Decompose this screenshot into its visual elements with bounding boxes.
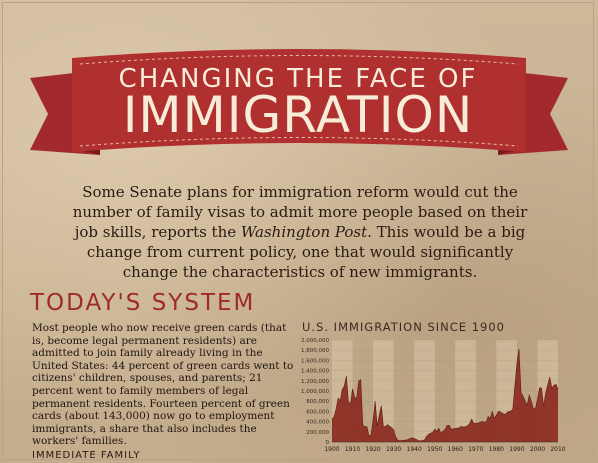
x-tick-label: 1960 [448,446,463,453]
y-tick-label: 1,600,000 [301,358,329,364]
intro-text-2: . This would be a big change from curren… [86,223,526,281]
y-tick-label: 1,200,000 [301,379,329,385]
series-area [332,348,558,442]
x-tick-label: 1910 [345,446,360,453]
immigration-chart: 2,000,000 1,800,000 1,600,000 1,400,000 1,20… [301,338,566,453]
subheading-immediate-family: IMMEDIATE FAMILY [32,450,141,461]
x-tick-label: 2010 [550,446,565,453]
page-frame [2,2,594,460]
y-tick-label: 0 [326,440,330,446]
section-body: Most people who now receive green cards … [32,322,294,448]
x-tick-label: 1970 [468,446,483,453]
x-tick-label: 1950 [427,446,442,453]
x-tick-label: 1900 [324,446,339,453]
x-tick-label: 1920 [365,446,380,453]
x-tick-label: 1930 [386,446,401,453]
chart-title: U.S. IMMIGRATION SINCE 1900 [302,320,505,334]
x-tick-label: 1980 [489,446,504,453]
y-tick-label: 1,000,000 [301,389,329,395]
y-tick-label: 2,000,000 [301,338,329,344]
y-tick-label: 1,400,000 [301,369,329,375]
intro-paragraph: Some Senate plans for immigration reform… [60,182,540,282]
title-line-2: IMMIGRATION [122,86,474,144]
y-tick-label: 200,000 [306,430,329,436]
y-tick-label: 400,000 [306,420,329,426]
section-heading: TODAY'S SYSTEM [30,290,256,316]
series-line [331,348,559,442]
y-tick-label: 1,800,000 [301,348,329,354]
intro-publication: Washington Post [240,223,368,241]
intro-text-1: Some Senate plans for immigration reform… [72,183,528,241]
title-line-1: CHANGING THE FACE OF [118,64,478,94]
x-tick-label: 1990 [509,446,524,453]
y-tick-label: 800,000 [306,399,329,405]
y-tick-label: 600,000 [306,409,329,415]
x-tick-label: 1940 [407,446,422,453]
title-banner: CHANGING THE FACE OF IMMIGRATION [0,0,598,200]
x-tick-label: 2000 [530,446,545,453]
banner-ribbon [30,49,568,155]
